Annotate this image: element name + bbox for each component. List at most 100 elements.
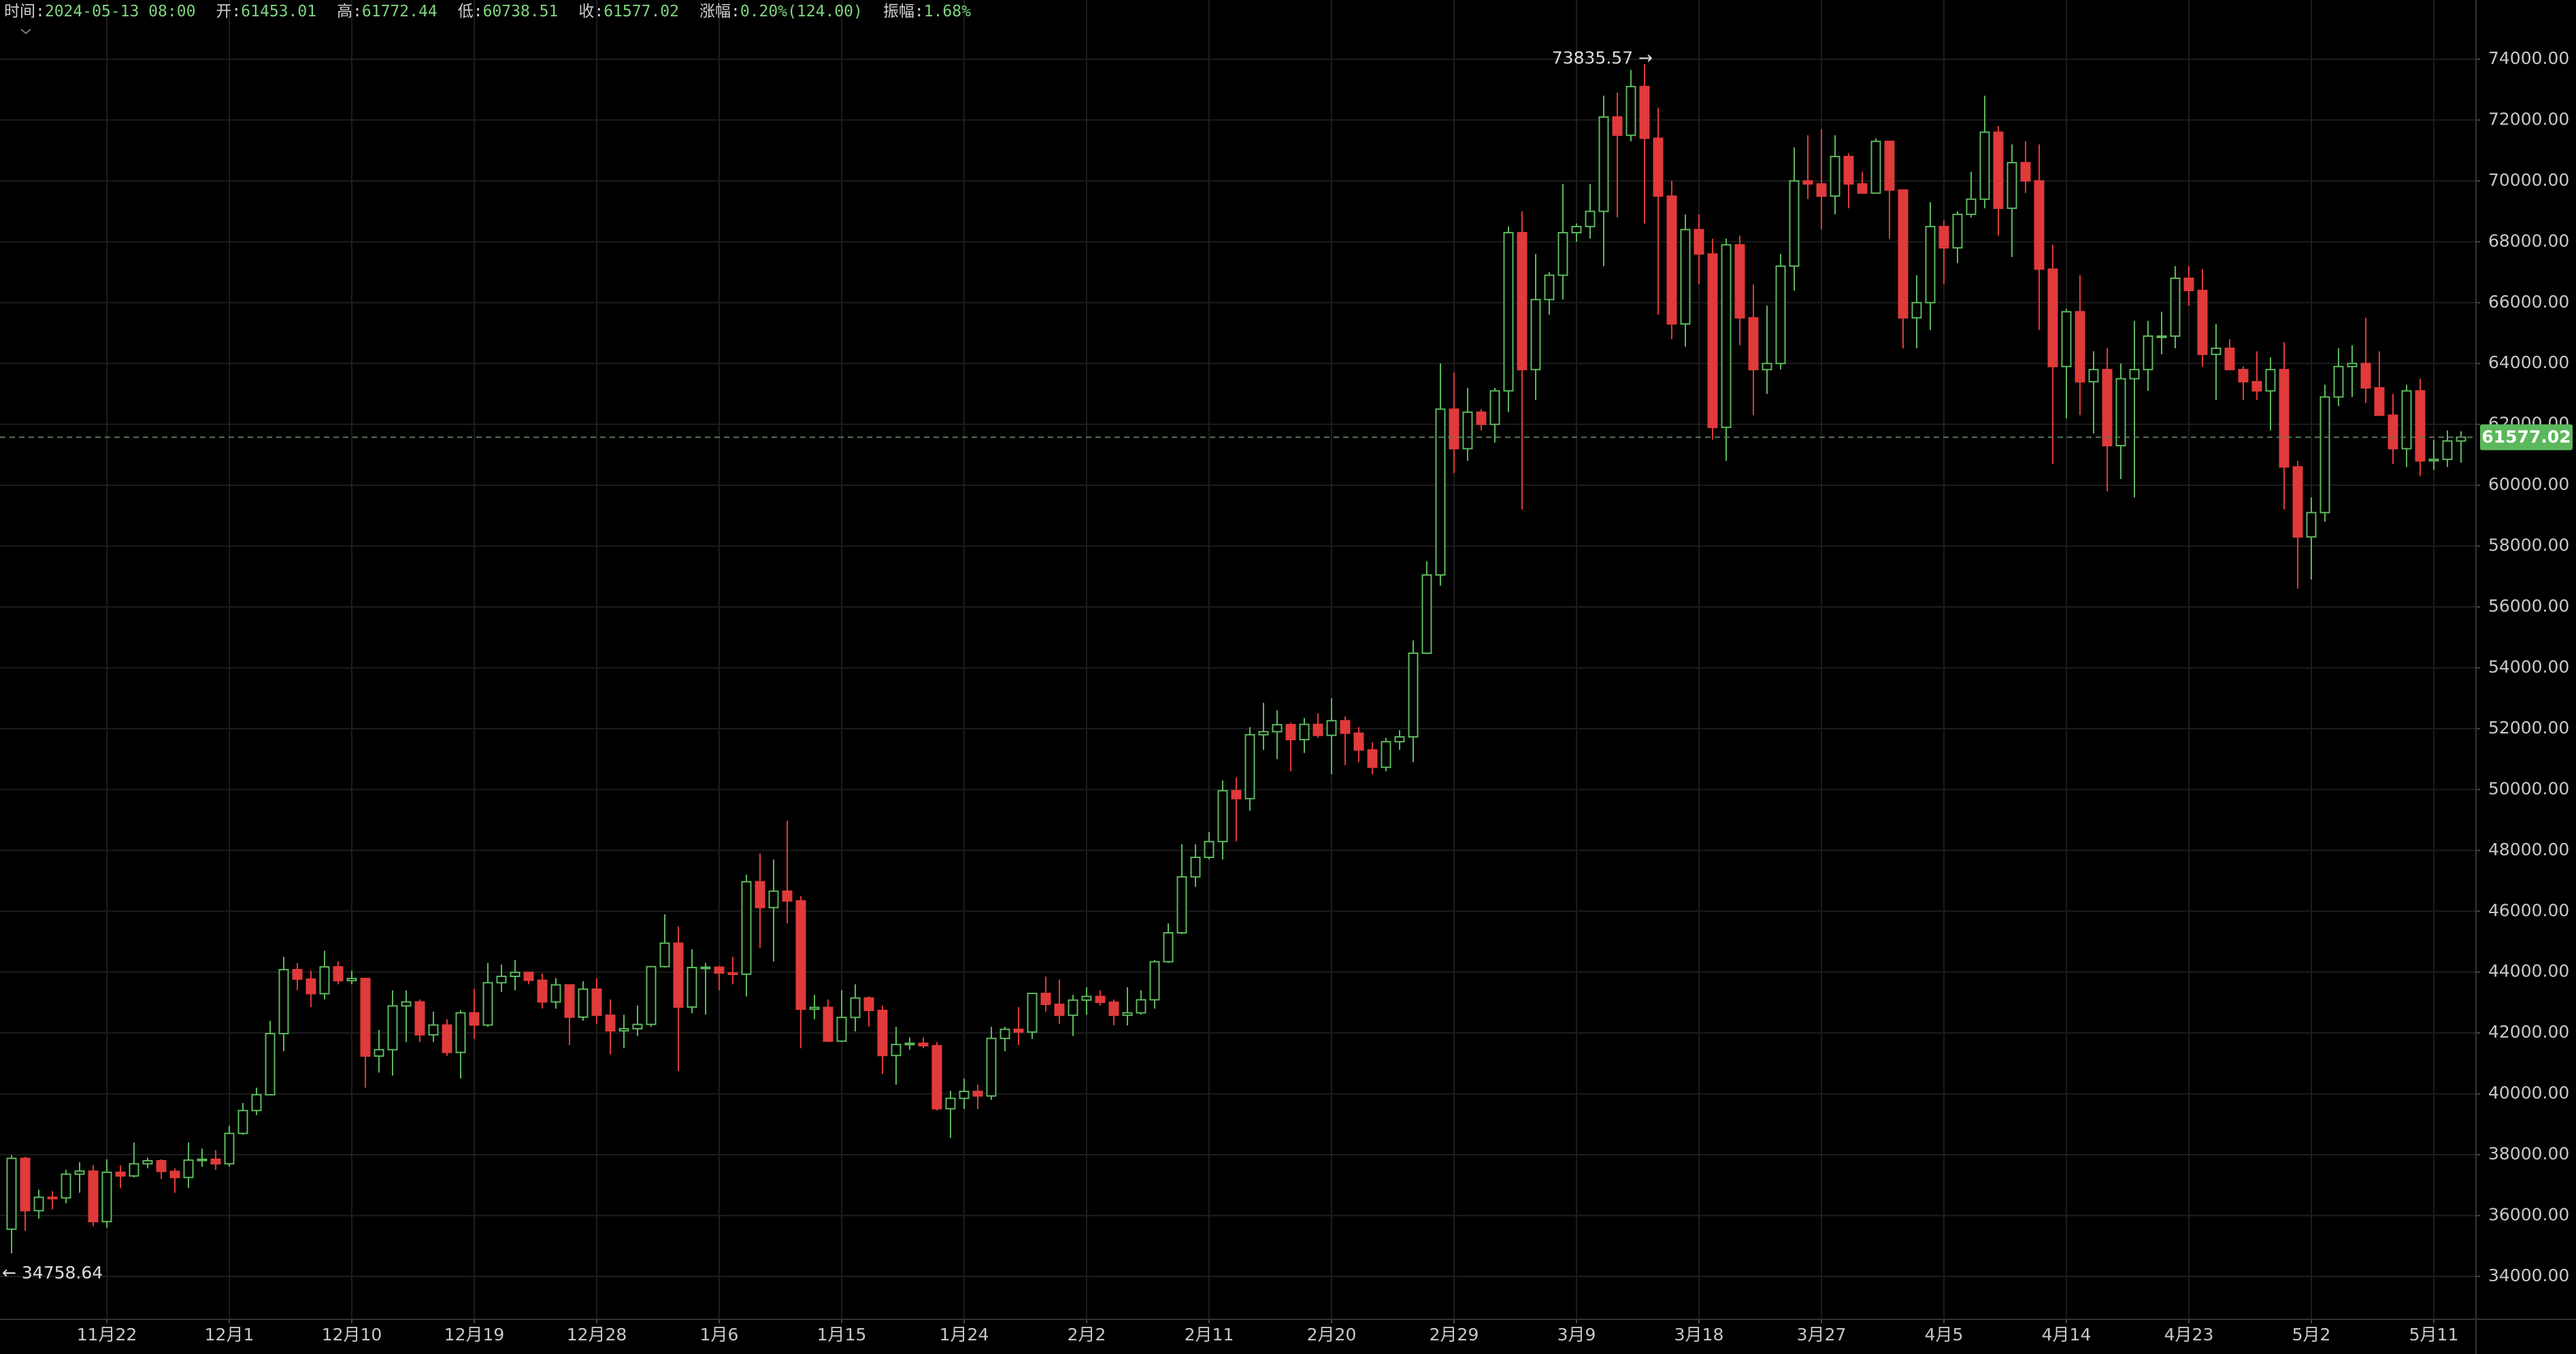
y-tick-label: 72000.00: [2488, 109, 2569, 129]
candle-body: [2197, 289, 2208, 355]
x-tick-label: 4月5: [1925, 1325, 1964, 1344]
candle-body: [210, 1158, 221, 1165]
candle-body: [2170, 277, 2181, 337]
candle-body: [1585, 210, 1596, 227]
y-tick-label: 44000.00: [2488, 961, 2569, 981]
candle-body: [1925, 225, 1936, 303]
y-tick-label: 66000.00: [2488, 292, 2569, 312]
candle-body: [6, 1157, 17, 1230]
candle-body: [673, 942, 684, 1008]
candle-body: [496, 975, 507, 984]
candle-body: [986, 1038, 997, 1097]
candle-body: [1231, 790, 1242, 799]
candle-body: [646, 965, 657, 1025]
header-item: 振幅:1.68%: [883, 1, 971, 22]
candle-body: [2279, 369, 2290, 468]
x-tick-label: 1月15: [817, 1325, 867, 1344]
candle-body: [550, 984, 561, 1003]
candle-body: [1381, 741, 1391, 768]
header-value: 61453.01: [241, 3, 317, 20]
y-tick-label: 64000.00: [2488, 352, 2569, 372]
candle-body: [47, 1196, 58, 1200]
candle-body: [1666, 195, 1677, 325]
collapse-toggle[interactable]: [19, 27, 33, 35]
candle-body: [1816, 183, 1827, 197]
header-item: 涨幅:0.20%(124.00): [699, 1, 863, 22]
candle-body: [2020, 162, 2031, 182]
candle-body: [2143, 335, 2153, 371]
candle-body: [360, 978, 371, 1057]
x-tick-label: 11月22: [77, 1325, 137, 1344]
candle-body: [74, 1170, 85, 1175]
y-tick-label: 34000.00: [2488, 1266, 2569, 1285]
candle-body: [1204, 840, 1215, 859]
candle-body: [1830, 156, 1840, 197]
candle-body: [115, 1171, 126, 1177]
x-tick-label: 3月9: [1557, 1325, 1596, 1344]
candle-body: [1435, 408, 1446, 576]
header-label: 振幅:: [882, 3, 924, 20]
candle-body: [1258, 731, 1269, 736]
candle-body: [891, 1044, 902, 1057]
y-tick-label: 42000.00: [2488, 1022, 2569, 1042]
header-label: 低:: [457, 3, 483, 20]
header-item: 开:61453.01: [216, 1, 316, 22]
candle-body: [1272, 724, 1283, 733]
candle-body: [1530, 299, 1541, 371]
candle-body: [1775, 265, 1786, 365]
candle-body: [1680, 229, 1691, 325]
candle-body: [564, 984, 575, 1018]
candle-body: [1571, 225, 1582, 233]
candle-body: [1027, 993, 1038, 1033]
y-tick-label: 46000.00: [2488, 900, 2569, 920]
candle-body: [1353, 732, 1364, 751]
candle-body: [2102, 369, 2113, 446]
candle-body: [156, 1159, 167, 1172]
header-item: 低:60738.51: [458, 1, 559, 22]
candle-body: [333, 966, 344, 982]
x-tick-label: 12月1: [205, 1325, 254, 1344]
x-tick-label: 2月29: [1430, 1325, 1479, 1344]
candle-body: [278, 969, 289, 1035]
y-tick-label: 54000.00: [2488, 657, 2569, 676]
candle-body: [1000, 1028, 1010, 1040]
candle-body: [537, 979, 548, 1003]
candle-body: [523, 972, 534, 981]
last-price-box: [2480, 424, 2573, 450]
candle-body: [632, 1023, 643, 1029]
candle-body: [2061, 311, 2072, 367]
candle-body: [863, 997, 874, 1012]
y-tick-label: 40000.00: [2488, 1083, 2569, 1103]
y-tick-label: 50000.00: [2488, 778, 2569, 798]
candle-body: [2007, 162, 2017, 210]
candle-body: [918, 1042, 929, 1046]
header-label: 收:: [578, 3, 604, 20]
candle-body: [1095, 995, 1106, 1003]
ohlc-header: 时间:2024-05-13 08:00 开:61453.01 高:61772.44 低…: [4, 1, 971, 22]
candle-body: [2211, 347, 2222, 355]
header-value: 61772.44: [361, 3, 437, 20]
x-tick-label: 4月14: [2042, 1325, 2092, 1344]
candle-body: [346, 978, 357, 982]
candle-body: [129, 1163, 139, 1177]
x-tick-label: 1月24: [940, 1325, 989, 1344]
candle-body: [455, 1012, 466, 1053]
candle-body: [510, 972, 521, 977]
high-annotation: 73835.57 →: [1552, 48, 1653, 67]
candle-body: [1054, 1004, 1065, 1017]
candle-body: [795, 900, 806, 1010]
y-tick-label: 60000.00: [2488, 474, 2569, 494]
candle-body: [1979, 131, 1990, 200]
candle-body: [1870, 140, 1881, 194]
candle-body: [2265, 369, 2276, 392]
y-tick-label: 56000.00: [2488, 596, 2569, 616]
candle-body: [945, 1097, 956, 1110]
candle-body: [1789, 180, 1800, 267]
candle-body: [959, 1091, 970, 1100]
candle-body: [2047, 268, 2058, 367]
y-tick-label: 68000.00: [2488, 231, 2569, 250]
x-tick-label: 12月28: [567, 1325, 627, 1344]
candle-body: [2319, 396, 2330, 514]
header-label: 开:: [216, 3, 242, 20]
candle-body: [1612, 116, 1623, 136]
